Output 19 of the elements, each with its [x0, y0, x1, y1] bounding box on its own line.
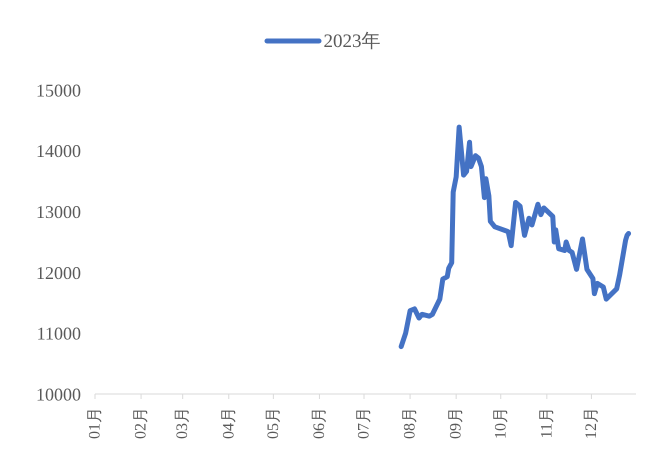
- y-tick-label: 13000: [36, 202, 81, 222]
- x-tick-label: 04月: [220, 407, 238, 439]
- y-tick-label: 10000: [36, 384, 81, 404]
- x-tick-label: 07月: [356, 407, 373, 439]
- y-tick-label: 11000: [36, 324, 81, 344]
- x-tick-label: 10月: [492, 407, 510, 439]
- legend-label: 2023年: [322, 30, 380, 54]
- x-tick-label: 09月: [448, 407, 465, 439]
- x-tick-label: 02月: [132, 407, 150, 439]
- y-tick-label: 15000: [36, 80, 81, 100]
- x-tick-label: 05月: [264, 407, 282, 439]
- y-tick-label: 12000: [36, 262, 81, 283]
- x-tick-label: 11月: [538, 407, 556, 438]
- x-tick-label: 01月: [86, 407, 104, 439]
- x-tick-label: 06月: [310, 407, 328, 439]
- x-tick-label: 03月: [174, 407, 192, 439]
- x-tick-label: 12月: [582, 407, 600, 439]
- y-tick-label: 14000: [36, 141, 81, 162]
- x-tick-label: 08月: [402, 407, 419, 439]
